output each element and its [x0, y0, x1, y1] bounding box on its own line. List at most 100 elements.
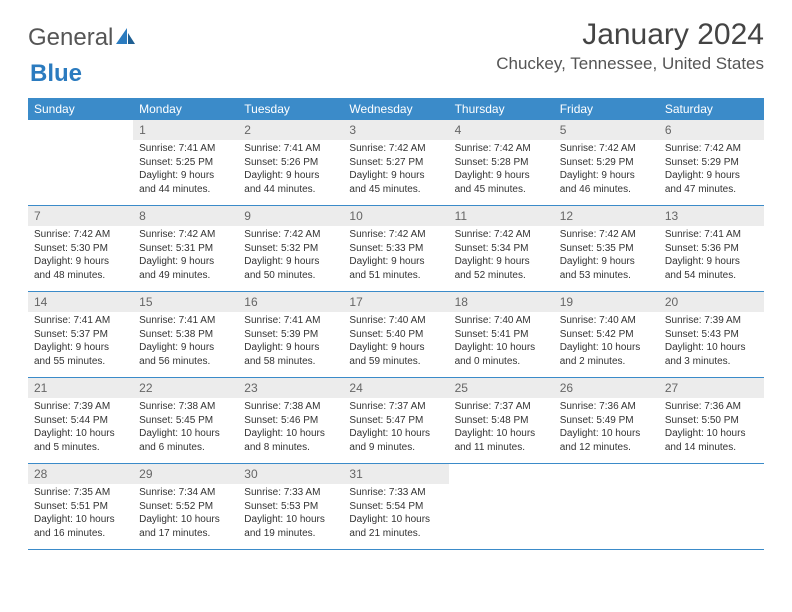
sunrise-text: Sunrise: 7:41 AM	[665, 228, 758, 242]
day-body: Sunrise: 7:41 AMSunset: 5:25 PMDaylight:…	[133, 142, 238, 200]
day-body: Sunrise: 7:39 AMSunset: 5:43 PMDaylight:…	[659, 314, 764, 372]
day-body: Sunrise: 7:38 AMSunset: 5:46 PMDaylight:…	[238, 400, 343, 458]
day-number: 8	[133, 206, 238, 226]
daylight1-text: Daylight: 10 hours	[244, 427, 337, 441]
brand-part1: General	[28, 24, 113, 52]
day-cell: 30Sunrise: 7:33 AMSunset: 5:53 PMDayligh…	[238, 464, 343, 549]
day-body: Sunrise: 7:39 AMSunset: 5:44 PMDaylight:…	[28, 400, 133, 458]
day-number: 29	[133, 464, 238, 484]
day-body: Sunrise: 7:41 AMSunset: 5:39 PMDaylight:…	[238, 314, 343, 372]
sunset-text: Sunset: 5:31 PM	[139, 242, 232, 256]
sunrise-text: Sunrise: 7:33 AM	[244, 486, 337, 500]
week-row: 21Sunrise: 7:39 AMSunset: 5:44 PMDayligh…	[28, 378, 764, 464]
daylight2-text: and 56 minutes.	[139, 355, 232, 369]
sunrise-text: Sunrise: 7:39 AM	[34, 400, 127, 414]
day-body: Sunrise: 7:42 AMSunset: 5:35 PMDaylight:…	[554, 228, 659, 286]
day-cell: 4Sunrise: 7:42 AMSunset: 5:28 PMDaylight…	[449, 120, 554, 205]
day-cell: 13Sunrise: 7:41 AMSunset: 5:36 PMDayligh…	[659, 206, 764, 291]
daylight1-text: Daylight: 9 hours	[349, 341, 442, 355]
location: Chuckey, Tennessee, United States	[496, 54, 764, 74]
sunset-text: Sunset: 5:35 PM	[560, 242, 653, 256]
daylight2-text: and 19 minutes.	[244, 527, 337, 541]
sunset-text: Sunset: 5:37 PM	[34, 328, 127, 342]
sunrise-text: Sunrise: 7:42 AM	[455, 142, 548, 156]
daylight2-text: and 44 minutes.	[244, 183, 337, 197]
sunrise-text: Sunrise: 7:38 AM	[244, 400, 337, 414]
sunset-text: Sunset: 5:48 PM	[455, 414, 548, 428]
daylight2-text: and 59 minutes.	[349, 355, 442, 369]
sunset-text: Sunset: 5:45 PM	[139, 414, 232, 428]
day-body: Sunrise: 7:42 AMSunset: 5:31 PMDaylight:…	[133, 228, 238, 286]
sunrise-text: Sunrise: 7:42 AM	[349, 228, 442, 242]
daylight1-text: Daylight: 10 hours	[139, 513, 232, 527]
day-number: 3	[343, 120, 448, 140]
day-cell: 1Sunrise: 7:41 AMSunset: 5:25 PMDaylight…	[133, 120, 238, 205]
day-number: 24	[343, 378, 448, 398]
day-number: 2	[238, 120, 343, 140]
sunset-text: Sunset: 5:43 PM	[665, 328, 758, 342]
sunset-text: Sunset: 5:32 PM	[244, 242, 337, 256]
sunset-text: Sunset: 5:29 PM	[560, 156, 653, 170]
brand-sail-icon	[115, 27, 137, 45]
day-body: Sunrise: 7:38 AMSunset: 5:45 PMDaylight:…	[133, 400, 238, 458]
sunrise-text: Sunrise: 7:42 AM	[455, 228, 548, 242]
day-number	[659, 464, 764, 484]
day-number: 5	[554, 120, 659, 140]
daylight1-text: Daylight: 10 hours	[665, 427, 758, 441]
sunset-text: Sunset: 5:33 PM	[349, 242, 442, 256]
sunrise-text: Sunrise: 7:38 AM	[139, 400, 232, 414]
day-cell: 19Sunrise: 7:40 AMSunset: 5:42 PMDayligh…	[554, 292, 659, 377]
sunset-text: Sunset: 5:28 PM	[455, 156, 548, 170]
sunset-text: Sunset: 5:49 PM	[560, 414, 653, 428]
daylight2-text: and 44 minutes.	[139, 183, 232, 197]
sunset-text: Sunset: 5:30 PM	[34, 242, 127, 256]
week-row: 28Sunrise: 7:35 AMSunset: 5:51 PMDayligh…	[28, 464, 764, 550]
daylight1-text: Daylight: 10 hours	[560, 341, 653, 355]
daylight2-text: and 54 minutes.	[665, 269, 758, 283]
day-number: 11	[449, 206, 554, 226]
dow-mon: Monday	[133, 98, 238, 120]
day-body: Sunrise: 7:42 AMSunset: 5:34 PMDaylight:…	[449, 228, 554, 286]
day-body: Sunrise: 7:35 AMSunset: 5:51 PMDaylight:…	[28, 486, 133, 544]
dow-sat: Saturday	[659, 98, 764, 120]
daylight1-text: Daylight: 10 hours	[34, 513, 127, 527]
day-number: 9	[238, 206, 343, 226]
daylight2-text: and 50 minutes.	[244, 269, 337, 283]
calendar: Sunday Monday Tuesday Wednesday Thursday…	[28, 98, 764, 550]
day-cell: 26Sunrise: 7:36 AMSunset: 5:49 PMDayligh…	[554, 378, 659, 463]
day-cell: 23Sunrise: 7:38 AMSunset: 5:46 PMDayligh…	[238, 378, 343, 463]
day-cell	[659, 464, 764, 549]
day-number: 13	[659, 206, 764, 226]
day-number: 31	[343, 464, 448, 484]
sunrise-text: Sunrise: 7:42 AM	[244, 228, 337, 242]
daylight1-text: Daylight: 9 hours	[349, 255, 442, 269]
day-cell: 11Sunrise: 7:42 AMSunset: 5:34 PMDayligh…	[449, 206, 554, 291]
day-cell: 24Sunrise: 7:37 AMSunset: 5:47 PMDayligh…	[343, 378, 448, 463]
sunrise-text: Sunrise: 7:39 AM	[665, 314, 758, 328]
sunrise-text: Sunrise: 7:42 AM	[665, 142, 758, 156]
day-cell	[28, 120, 133, 205]
day-body: Sunrise: 7:42 AMSunset: 5:27 PMDaylight:…	[343, 142, 448, 200]
day-cell: 25Sunrise: 7:37 AMSunset: 5:48 PMDayligh…	[449, 378, 554, 463]
daylight1-text: Daylight: 9 hours	[665, 169, 758, 183]
daylight2-text: and 12 minutes.	[560, 441, 653, 455]
sunrise-text: Sunrise: 7:34 AM	[139, 486, 232, 500]
sunrise-text: Sunrise: 7:35 AM	[34, 486, 127, 500]
daylight2-text: and 53 minutes.	[560, 269, 653, 283]
day-number: 26	[554, 378, 659, 398]
daylight1-text: Daylight: 9 hours	[349, 169, 442, 183]
sunrise-text: Sunrise: 7:42 AM	[139, 228, 232, 242]
day-number: 28	[28, 464, 133, 484]
daylight2-text: and 17 minutes.	[139, 527, 232, 541]
daylight2-text: and 47 minutes.	[665, 183, 758, 197]
daylight2-text: and 6 minutes.	[139, 441, 232, 455]
sunset-text: Sunset: 5:44 PM	[34, 414, 127, 428]
day-cell: 20Sunrise: 7:39 AMSunset: 5:43 PMDayligh…	[659, 292, 764, 377]
day-number: 4	[449, 120, 554, 140]
daylight1-text: Daylight: 10 hours	[455, 341, 548, 355]
sunset-text: Sunset: 5:50 PM	[665, 414, 758, 428]
daylight2-text: and 51 minutes.	[349, 269, 442, 283]
sunrise-text: Sunrise: 7:42 AM	[349, 142, 442, 156]
sunrise-text: Sunrise: 7:41 AM	[34, 314, 127, 328]
day-cell: 22Sunrise: 7:38 AMSunset: 5:45 PMDayligh…	[133, 378, 238, 463]
